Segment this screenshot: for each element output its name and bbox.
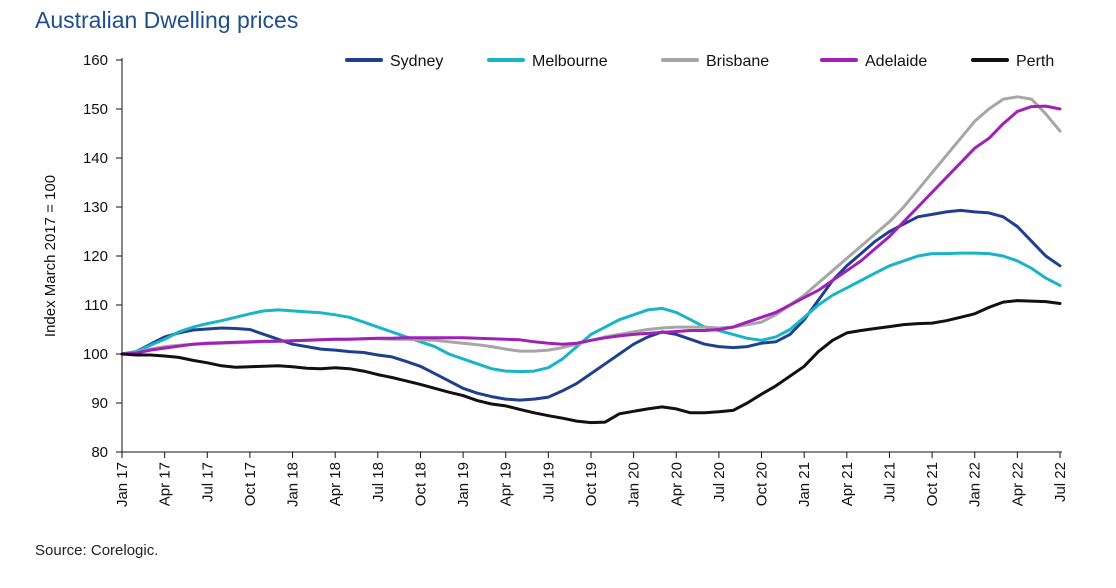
legend-label-sydney: Sydney [390, 53, 443, 70]
x-tick-label: Jul 21 [881, 462, 898, 502]
y-tick-label: 160 [83, 52, 108, 69]
x-tick-label: Apr 22 [1009, 462, 1026, 506]
y-tick-label: 80 [91, 444, 108, 461]
legend-label-perth: Perth [1016, 53, 1054, 70]
source-note: Source: Corelogic. [35, 542, 159, 559]
x-tick-label: Apr 17 [157, 462, 174, 506]
series-layer [120, 95, 1062, 425]
x-tick-label: Jul 20 [711, 462, 728, 502]
y-tick-label: 120 [83, 248, 108, 265]
x-tick-label: Apr 20 [668, 462, 685, 506]
x-tick-label: Oct 18 [412, 462, 429, 506]
x-tick-label: Oct 21 [924, 462, 941, 506]
series-line-adelaide [120, 104, 1062, 356]
legend: Sydney Melbourne Brisbane Adelaide Perth [345, 53, 1054, 70]
x-tick-label: Jul 22 [1052, 462, 1069, 502]
x-tick-label: Jul 19 [540, 462, 557, 502]
x-tick-label: Jan 18 [285, 462, 302, 507]
x-tick-label: Oct 17 [242, 462, 259, 506]
y-tick-label: 130 [83, 199, 108, 216]
series-line-brisbane [120, 95, 1062, 356]
y-tick-label: 90 [91, 395, 108, 412]
chart-title: Australian Dwelling prices [35, 7, 299, 33]
x-tick-label: Jul 18 [370, 462, 387, 502]
x-tick-label: Jan 19 [455, 462, 472, 507]
x-tick-label: Apr 19 [498, 462, 515, 506]
series-line-perth [120, 299, 1062, 425]
y-tick-label: 140 [83, 150, 108, 167]
y-tick-label: 110 [84, 297, 108, 314]
x-tick-label: Jan 21 [796, 462, 813, 507]
x-tick-label: Oct 19 [583, 462, 600, 506]
y-tick-label: 150 [83, 101, 108, 118]
axes: 80 90 100 110 120 130 140 150 160 Jan 17 Apr 17 Jul… [83, 52, 1069, 507]
legend-label-melbourne: Melbourne [532, 53, 608, 70]
x-tick-label: Jul 17 [199, 462, 216, 502]
legend-label-adelaide: Adelaide [865, 53, 927, 70]
series-line-melbourne [120, 251, 1062, 374]
x-tick-label: Oct 20 [754, 462, 771, 506]
x-tick-label: Apr 18 [327, 462, 344, 506]
y-tick-label: 100 [83, 346, 108, 363]
y-axis-label: Index March 2017 = 100 [42, 175, 59, 337]
x-tick-label: Jan 20 [626, 462, 643, 507]
x-tick-label: Jan 22 [967, 462, 984, 507]
x-tick-label: Apr 21 [839, 462, 856, 506]
series-line-sydney [120, 208, 1062, 402]
legend-label-brisbane: Brisbane [706, 53, 769, 70]
x-tick-label: Jan 17 [114, 462, 131, 507]
